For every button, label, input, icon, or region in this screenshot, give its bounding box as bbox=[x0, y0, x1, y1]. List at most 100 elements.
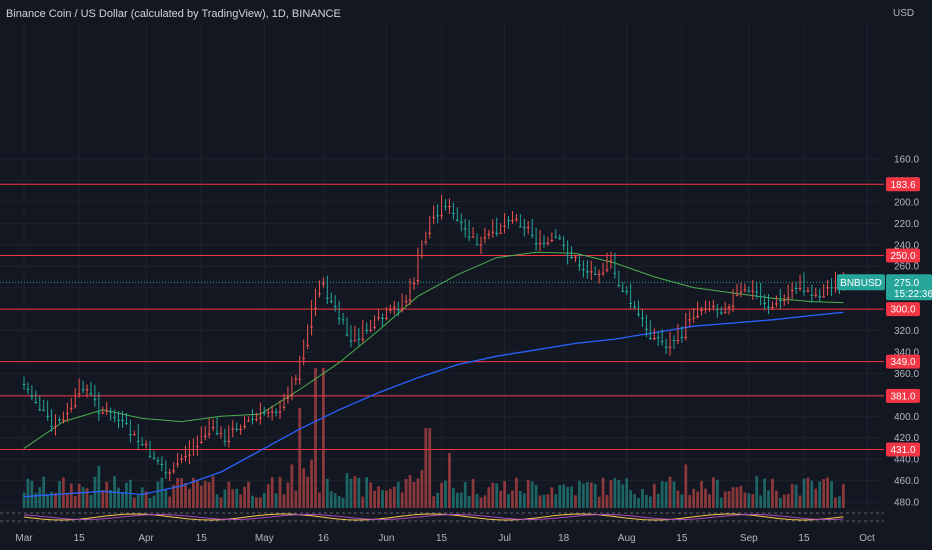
candle-body[interactable] bbox=[290, 394, 294, 396]
candle-body[interactable] bbox=[566, 255, 569, 257]
candle-body[interactable] bbox=[278, 411, 282, 413]
candle-body[interactable] bbox=[676, 340, 680, 342]
candle-body[interactable] bbox=[34, 401, 38, 403]
candle-body[interactable] bbox=[385, 317, 388, 319]
candle-body[interactable] bbox=[377, 317, 380, 319]
candle-body[interactable] bbox=[515, 218, 518, 220]
candle-body[interactable] bbox=[605, 269, 609, 271]
candle-body[interactable] bbox=[329, 301, 333, 303]
candle-body[interactable] bbox=[93, 399, 97, 401]
candle-body[interactable] bbox=[830, 287, 833, 289]
candle-body[interactable] bbox=[294, 378, 298, 380]
candle-body[interactable] bbox=[684, 336, 688, 338]
candle-body[interactable] bbox=[349, 340, 353, 342]
candle-body[interactable] bbox=[782, 300, 786, 302]
candle-body[interactable] bbox=[243, 426, 246, 428]
candle-body[interactable] bbox=[274, 411, 278, 413]
candle-body[interactable] bbox=[451, 212, 455, 214]
candle-body[interactable] bbox=[708, 308, 711, 310]
candle-body[interactable] bbox=[688, 319, 692, 321]
candle-body[interactable] bbox=[298, 378, 302, 380]
candle-body[interactable] bbox=[73, 405, 77, 407]
candle-body[interactable] bbox=[578, 264, 581, 266]
candle-body[interactable] bbox=[282, 406, 286, 408]
candle-body[interactable] bbox=[786, 297, 790, 299]
candle-body[interactable] bbox=[751, 290, 755, 292]
candle-body[interactable] bbox=[530, 234, 534, 236]
candle-body[interactable] bbox=[128, 434, 132, 436]
candle-body[interactable] bbox=[597, 273, 601, 275]
candle-body[interactable] bbox=[483, 237, 487, 239]
candle-body[interactable] bbox=[148, 455, 152, 457]
candle-body[interactable] bbox=[318, 293, 321, 295]
candle-body[interactable] bbox=[160, 463, 164, 465]
candle-body[interactable] bbox=[136, 440, 140, 442]
candle-body[interactable] bbox=[266, 412, 270, 414]
candle-body[interactable] bbox=[585, 271, 589, 273]
candle-body[interactable] bbox=[262, 412, 266, 414]
candle-body[interactable] bbox=[593, 273, 597, 275]
candle-body[interactable] bbox=[822, 296, 826, 298]
candle-body[interactable] bbox=[672, 340, 676, 342]
candle-body[interactable] bbox=[381, 317, 384, 319]
candle-body[interactable] bbox=[546, 242, 550, 244]
candle-body[interactable] bbox=[759, 295, 763, 297]
candle-body[interactable] bbox=[511, 220, 514, 222]
candle-body[interactable] bbox=[562, 244, 566, 246]
candle-body[interactable] bbox=[215, 433, 219, 435]
candle-body[interactable] bbox=[436, 215, 440, 217]
candle-body[interactable] bbox=[731, 305, 735, 307]
candle-body[interactable] bbox=[440, 215, 443, 217]
candle-body[interactable] bbox=[365, 329, 369, 331]
candle-body[interactable] bbox=[400, 309, 404, 311]
candle-body[interactable] bbox=[767, 306, 770, 308]
candle-body[interactable] bbox=[806, 290, 810, 292]
candle-body[interactable] bbox=[105, 410, 109, 412]
candle-body[interactable] bbox=[526, 227, 530, 229]
candle-body[interactable] bbox=[550, 239, 554, 241]
candle-body[interactable] bbox=[570, 257, 573, 259]
candle-body[interactable] bbox=[50, 426, 53, 428]
candle-body[interactable] bbox=[735, 294, 739, 296]
candle-body[interactable] bbox=[668, 346, 672, 348]
candle-body[interactable] bbox=[771, 306, 774, 308]
candle-body[interactable] bbox=[325, 297, 329, 299]
candle-body[interactable] bbox=[164, 472, 168, 474]
candle-body[interactable] bbox=[475, 244, 479, 246]
candle-body[interactable] bbox=[617, 284, 621, 286]
candle-body[interactable] bbox=[373, 326, 376, 328]
candle-body[interactable] bbox=[192, 448, 195, 450]
candle-body[interactable] bbox=[199, 441, 203, 443]
candle-body[interactable] bbox=[723, 312, 727, 314]
candle-body[interactable] bbox=[637, 313, 640, 315]
candle-body[interactable] bbox=[814, 294, 818, 296]
candle-body[interactable] bbox=[538, 243, 542, 245]
candle-body[interactable] bbox=[621, 290, 625, 292]
candle-body[interactable] bbox=[109, 411, 113, 413]
candle-body[interactable] bbox=[727, 307, 731, 309]
candle-body[interactable] bbox=[77, 393, 81, 395]
candle-body[interactable] bbox=[302, 357, 306, 359]
candle-body[interactable] bbox=[641, 317, 644, 319]
candle-body[interactable] bbox=[487, 234, 491, 236]
candle-body[interactable] bbox=[152, 457, 156, 459]
candle-body[interactable] bbox=[479, 244, 483, 246]
candle-body[interactable] bbox=[22, 383, 26, 385]
candle-body[interactable] bbox=[711, 305, 715, 307]
candle-body[interactable] bbox=[743, 289, 747, 291]
candle-body[interactable] bbox=[117, 419, 120, 421]
candle-body[interactable] bbox=[747, 290, 751, 292]
candle-body[interactable] bbox=[554, 236, 558, 238]
candle-body[interactable] bbox=[404, 301, 408, 303]
candle-body[interactable] bbox=[775, 303, 778, 305]
candle-body[interactable] bbox=[629, 302, 633, 304]
candle-body[interactable] bbox=[818, 296, 822, 298]
candle-body[interactable] bbox=[176, 463, 180, 465]
candle-body[interactable] bbox=[499, 232, 503, 234]
candle-body[interactable] bbox=[719, 312, 723, 314]
candle-body[interactable] bbox=[310, 326, 313, 328]
candle-body[interactable] bbox=[235, 428, 239, 430]
candle-body[interactable] bbox=[518, 226, 522, 228]
candle-body[interactable] bbox=[739, 291, 743, 293]
